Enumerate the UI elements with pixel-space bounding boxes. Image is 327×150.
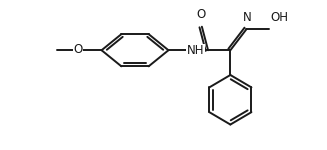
Text: O: O xyxy=(196,8,205,21)
Text: NH: NH xyxy=(187,44,204,57)
Text: O: O xyxy=(74,43,83,56)
Text: N: N xyxy=(243,11,252,24)
Text: OH: OH xyxy=(270,11,288,24)
